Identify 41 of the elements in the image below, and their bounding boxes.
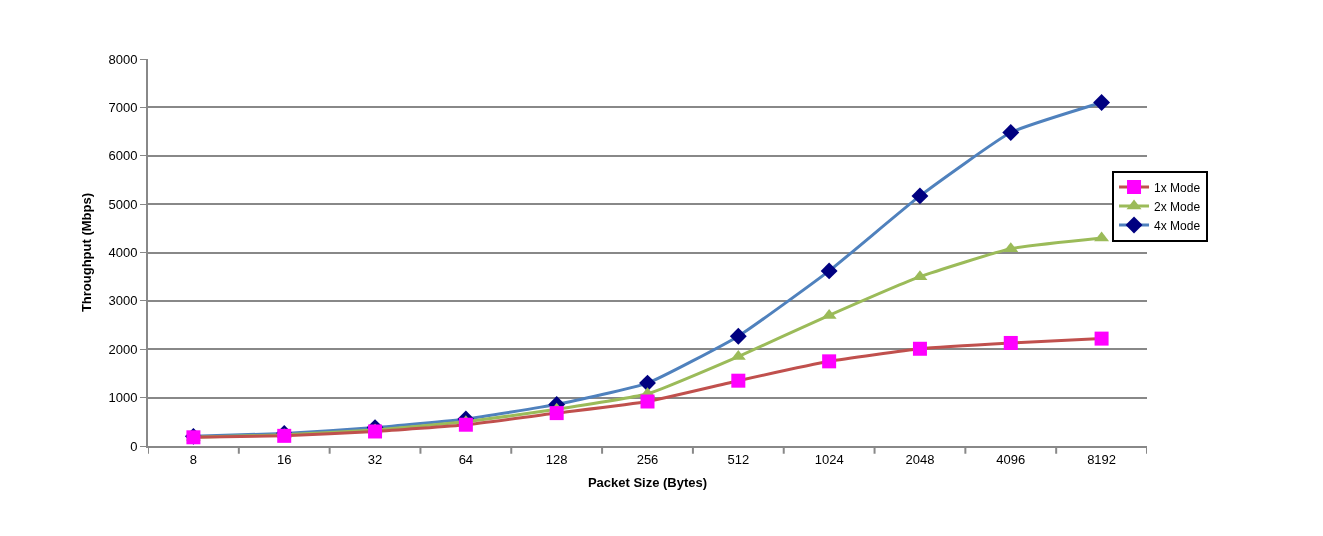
y-tick-label: 7000 — [108, 99, 138, 115]
point — [1093, 94, 1111, 111]
point — [820, 262, 838, 280]
legend-label: 4x Mode — [1154, 218, 1201, 233]
y-tick-label: 2000 — [108, 341, 138, 357]
point — [1002, 124, 1020, 141]
point — [368, 424, 383, 439]
x-tick-label: 64 — [458, 451, 474, 467]
legend-label: 2x Mode — [1154, 199, 1201, 214]
y-tick-label: 6000 — [108, 148, 138, 164]
x-tick-label: 256 — [636, 451, 659, 467]
point — [729, 327, 747, 345]
y-tick-label: 1000 — [108, 390, 138, 406]
legend-label: 1x Mode — [1154, 180, 1201, 195]
x-tick-label: 128 — [545, 451, 568, 467]
point — [912, 341, 927, 356]
point — [1003, 335, 1018, 350]
point — [277, 428, 292, 443]
y-tick-label: 0 — [130, 438, 138, 454]
x-tick-label: 8 — [189, 451, 198, 467]
x-tick-label: 16 — [277, 451, 292, 467]
point — [1094, 331, 1109, 346]
y-axis-title: Throughput (Mbps) — [78, 192, 94, 313]
x-axis-title: Packet Size (Bytes) — [587, 474, 708, 490]
y-tick-label: 4000 — [108, 245, 138, 261]
x-tick-label: 4096 — [996, 451, 1026, 467]
x-tick-label: 8192 — [1087, 451, 1117, 467]
x-tick-label: 32 — [367, 451, 383, 467]
y-tick-label: 8000 — [108, 51, 138, 67]
point — [549, 406, 564, 421]
point — [911, 187, 929, 205]
y-tick-label: 3000 — [108, 293, 138, 309]
x-tick-label: 512 — [727, 451, 750, 467]
point — [458, 417, 473, 432]
point — [640, 394, 655, 409]
point — [822, 354, 837, 369]
point — [639, 374, 656, 392]
x-tick-label: 1024 — [814, 451, 844, 467]
y-tick-label: 5000 — [108, 196, 138, 212]
point — [731, 373, 746, 388]
x-tick-label: 2048 — [905, 451, 935, 467]
